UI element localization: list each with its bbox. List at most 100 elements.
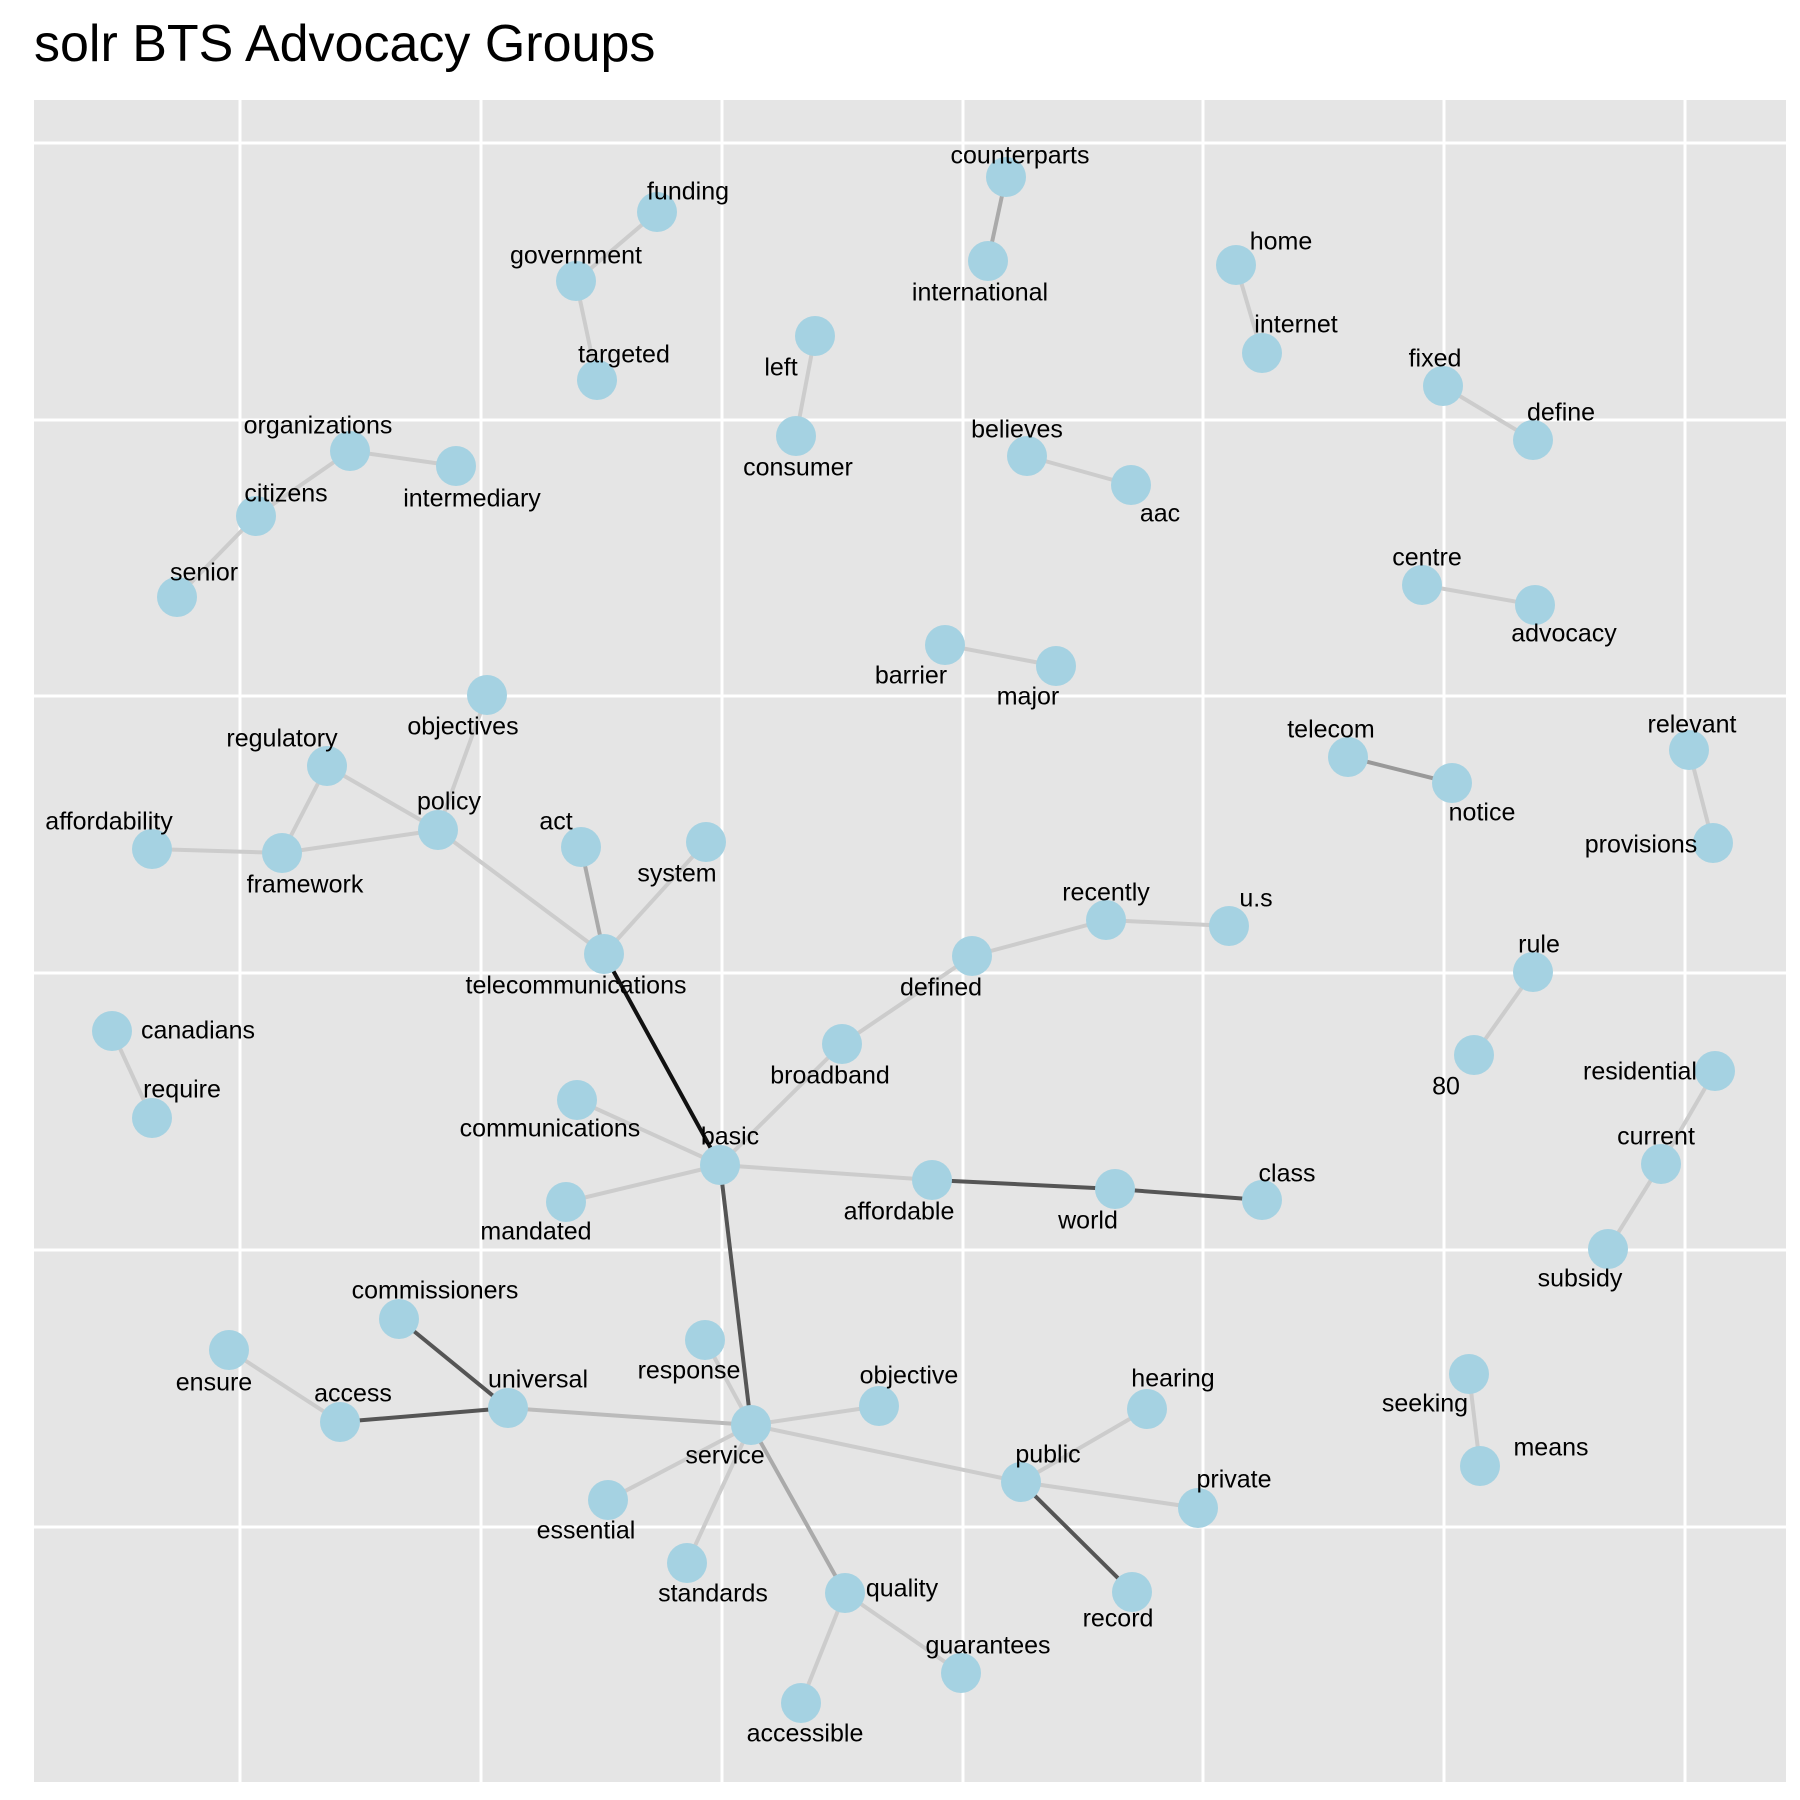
- node-label-current: current: [1617, 1123, 1695, 1151]
- node-define: [1513, 420, 1553, 460]
- node-aac: [1111, 465, 1151, 505]
- node-telecom: [1328, 737, 1368, 777]
- node-label-counterparts: counterparts: [951, 142, 1090, 170]
- node-accessible: [781, 1683, 821, 1723]
- edge-ensure-access: [227, 1348, 342, 1424]
- node-consumer: [776, 416, 816, 456]
- node-label-hearing: hearing: [1131, 1365, 1214, 1393]
- node-major: [1036, 646, 1076, 686]
- edge-commissioners-universal: [397, 1317, 510, 1410]
- node-label-us: u.s: [1239, 885, 1272, 913]
- edge-hearing-public: [1019, 1407, 1149, 1484]
- edge-quality-guarantees: [843, 1591, 963, 1675]
- node-left: [795, 316, 835, 356]
- node-label-essential: essential: [537, 1517, 636, 1545]
- node-recently: [1086, 900, 1126, 940]
- node-label-standards: standards: [658, 1580, 768, 1608]
- node-label-notice: notice: [1449, 799, 1516, 827]
- node-citizens: [236, 496, 276, 536]
- edge-basic-service: [718, 1164, 753, 1426]
- node-communications: [557, 1080, 597, 1120]
- node-label-canadians: canadians: [141, 1017, 255, 1045]
- node-label-targeted: targeted: [578, 341, 670, 369]
- labels-layer: funding government targeted counterparts int…: [45, 142, 1736, 1748]
- node-label-affordable: affordable: [844, 1198, 955, 1226]
- node-label-access: access: [314, 1380, 392, 1408]
- edge-defined-recently: [971, 918, 1107, 958]
- node-label-world: world: [1057, 1207, 1118, 1235]
- node-label-seeking: seeking: [1382, 1390, 1468, 1418]
- edge-system-telecommunications: [602, 840, 708, 956]
- node-label-aac: aac: [1140, 500, 1180, 528]
- edge-access-universal: [339, 1406, 509, 1424]
- node-label-subsidy: subsidy: [1538, 1265, 1623, 1293]
- node-label-internet: internet: [1254, 311, 1337, 339]
- node-broadband: [822, 1024, 862, 1064]
- node-require: [132, 1098, 172, 1138]
- node-basic: [700, 1145, 740, 1185]
- node-rule: [1513, 952, 1553, 992]
- node-label-telecommunications: telecommunications: [466, 972, 687, 1000]
- edge-basic-affordable: [719, 1163, 933, 1182]
- edge-policy-telecommunications: [436, 828, 606, 956]
- node-label-barrier: barrier: [875, 662, 947, 690]
- node-label-mandated: mandated: [480, 1218, 591, 1246]
- node-label-response: response: [638, 1357, 741, 1385]
- node-telecommunications: [584, 934, 624, 974]
- node-subsidy: [1588, 1229, 1628, 1269]
- node-label-service: service: [685, 1442, 764, 1470]
- edge-universal-service: [507, 1406, 752, 1427]
- nodes-layer: [92, 157, 1735, 1723]
- node-seeking: [1449, 1354, 1489, 1394]
- node-organizations: [330, 431, 370, 471]
- node-act: [561, 827, 601, 867]
- node-label-rule: rule: [1518, 931, 1560, 959]
- node-label-left: left: [764, 354, 797, 382]
- node-regulatory: [307, 746, 347, 786]
- node-us: [1209, 906, 1249, 946]
- edge-service-standards: [685, 1424, 753, 1564]
- node-label-system: system: [637, 860, 716, 888]
- node-counterparts: [986, 157, 1026, 197]
- node-canadians: [92, 1011, 132, 1051]
- node-label-framework: framework: [247, 871, 364, 899]
- node-label-private: private: [1196, 1466, 1271, 1494]
- node-essential: [588, 1480, 628, 1520]
- node-label-senior: senior: [170, 559, 238, 587]
- node-senior: [157, 577, 197, 617]
- node-current: [1641, 1144, 1681, 1184]
- node-label-communications: communications: [460, 1115, 641, 1143]
- node-home: [1216, 245, 1256, 285]
- edge-telecommunications-basic: [602, 953, 722, 1166]
- node-quality: [825, 1573, 865, 1613]
- node-label-class: class: [1259, 1160, 1316, 1188]
- node-label-government: government: [510, 242, 642, 270]
- node-label-defined: defined: [900, 974, 982, 1002]
- node-label-means: means: [1513, 1434, 1588, 1462]
- node-means: [1460, 1446, 1500, 1486]
- edge-objective-service: [750, 1404, 880, 1427]
- node-class: [1242, 1180, 1282, 1220]
- node-label-relevant: relevant: [1648, 711, 1737, 739]
- node-label-organizations: organizations: [244, 412, 393, 440]
- node-objective: [859, 1386, 899, 1426]
- node-affordability: [132, 829, 172, 869]
- node-label-advocacy: advocacy: [1511, 620, 1617, 648]
- node-barrier: [925, 625, 965, 665]
- node-believes: [1007, 436, 1047, 476]
- node-label-fixed: fixed: [1409, 345, 1462, 373]
- node-label-citizens: citizens: [244, 480, 327, 508]
- node-response: [685, 1320, 725, 1360]
- node-label-intermediary: intermediary: [403, 485, 541, 513]
- node-n80: [1454, 1035, 1494, 1075]
- node-world: [1095, 1169, 1135, 1209]
- node-label-funding: funding: [647, 178, 729, 206]
- node-label-consumer: consumer: [743, 454, 853, 482]
- node-label-objective: objective: [860, 1362, 959, 1390]
- node-label-ensure: ensure: [176, 1369, 252, 1397]
- node-label-record: record: [1083, 1605, 1154, 1633]
- node-label-basic: basic: [701, 1123, 759, 1151]
- node-centre: [1402, 565, 1442, 605]
- node-label-provisions: provisions: [1585, 831, 1698, 859]
